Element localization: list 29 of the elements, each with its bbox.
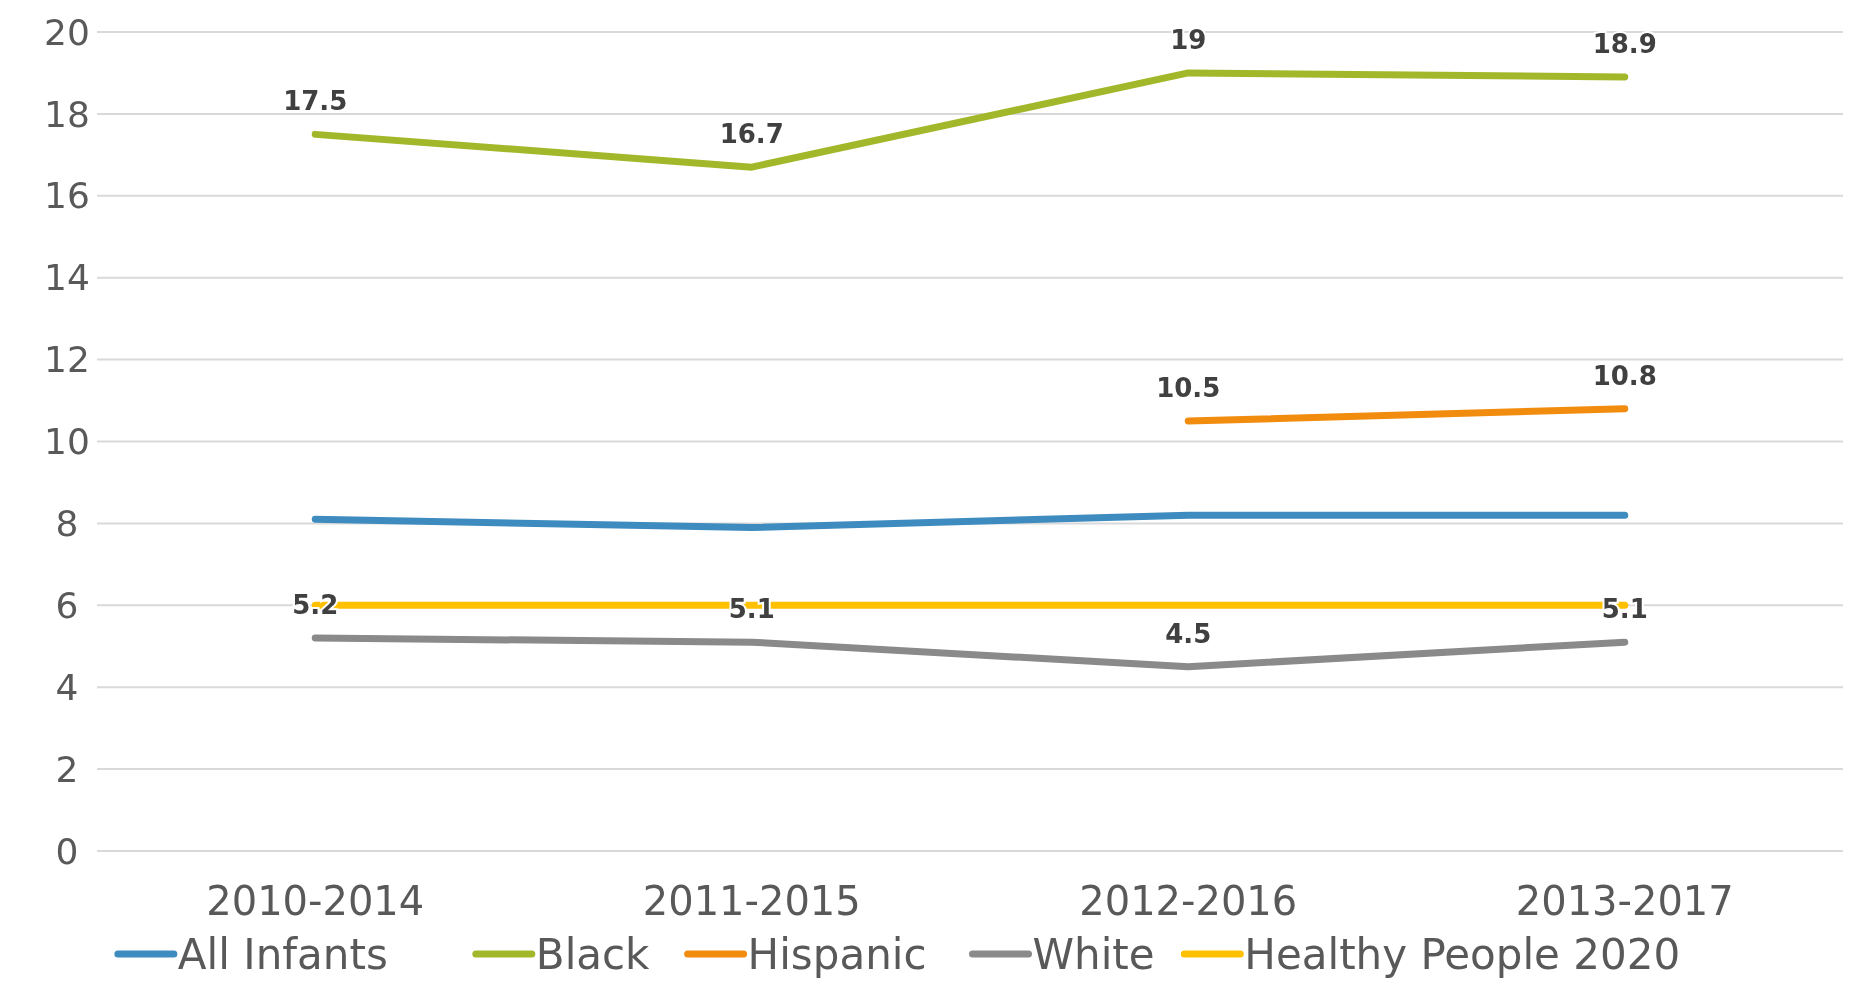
- legend-label: Healthy People 2020: [1244, 929, 1681, 979]
- data-label: 16.7: [719, 119, 784, 150]
- x-tick-label: 2012-2016: [1079, 878, 1298, 924]
- y-tick-label: 12: [44, 339, 90, 381]
- data-label: 19: [1170, 24, 1207, 55]
- y-tick-label: 6: [55, 584, 79, 626]
- y-tick-label: 0: [55, 830, 79, 872]
- y-tick-label: 20: [44, 11, 90, 53]
- legend-label: White: [1032, 929, 1155, 979]
- y-tick-label: 14: [44, 257, 90, 299]
- x-tick-label: 2013-2017: [1515, 878, 1734, 924]
- data-label: 5.1: [1601, 594, 1648, 625]
- x-tick-label: 2011-2015: [642, 878, 861, 924]
- data-label: 4.5: [1165, 618, 1212, 649]
- legend-label: All Infants: [177, 929, 388, 979]
- legend-label: Black: [535, 929, 651, 979]
- x-tick-label: 2010-2014: [206, 878, 425, 924]
- data-label: 10.8: [1592, 360, 1657, 391]
- data-label: 18.9: [1592, 29, 1657, 60]
- y-tick-label: 18: [44, 93, 90, 135]
- data-label: 17.5: [283, 86, 348, 117]
- y-tick-label: 2: [55, 748, 79, 790]
- data-label: 10.5: [1156, 373, 1221, 404]
- legend-label: Hispanic: [747, 929, 927, 979]
- y-tick-label: 10: [44, 421, 90, 463]
- y-tick-label: 16: [44, 175, 90, 217]
- data-label: 5.2: [292, 590, 339, 621]
- y-tick-label: 4: [55, 666, 79, 708]
- y-tick-label: 8: [55, 503, 79, 544]
